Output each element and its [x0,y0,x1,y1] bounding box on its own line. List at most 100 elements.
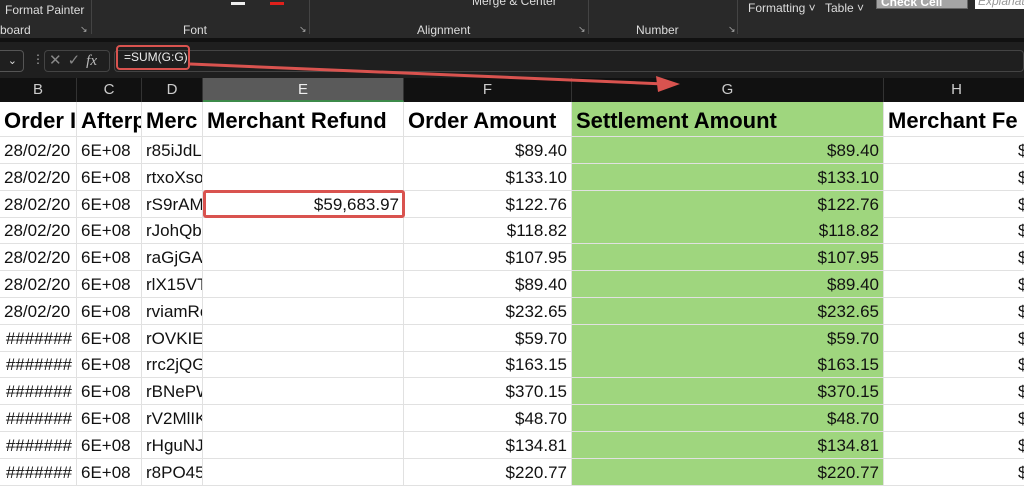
cell-b[interactable]: 28/02/20 [0,244,77,272]
header-cell[interactable]: Merchant Fe [884,102,1024,137]
column-header-f[interactable]: F [404,78,572,102]
cell-g[interactable]: $48.70 [572,405,884,432]
cell-c[interactable]: 6E+08 [77,324,142,352]
dialog-launcher-icon[interactable]: ↘ [299,24,307,34]
cell-h[interactable]: $1 [884,459,1024,486]
cell-c[interactable]: 6E+08 [77,378,142,406]
cell-f[interactable]: $89.40 [404,137,572,164]
cell-d[interactable]: rBNePW [142,378,203,406]
cell-f[interactable]: $48.70 [404,405,572,432]
cell-g[interactable]: $220.77 [572,458,884,486]
cell-f[interactable]: $133.10 [404,163,572,191]
column-header-c[interactable]: C [77,78,142,102]
cell-g[interactable]: $89.40 [572,137,884,164]
cell-e[interactable] [203,271,404,298]
cell-h[interactable]: $ [884,164,1024,191]
cell-c[interactable]: 6E+08 [77,163,142,191]
style-check-cell[interactable]: Check Cell [876,0,968,9]
cell-e[interactable] [203,351,404,379]
name-box-dropdown[interactable]: ⌄ [0,50,24,72]
cell-h[interactable]: $ [884,137,1024,164]
cell-d[interactable]: rlX15VT [142,271,203,298]
cell-e[interactable] [203,378,404,406]
cell-e[interactable] [203,324,404,352]
cell-b[interactable]: 28/02/20 [0,163,77,191]
cell-b[interactable]: ####### [0,378,77,406]
cancel-icon[interactable]: ✕ [49,52,68,69]
cell-g[interactable]: $107.95 [572,244,884,272]
cell-c[interactable]: 6E+08 [77,137,142,164]
conditional-formatting-button[interactable]: Formatting ˅ [748,1,816,15]
column-header-g[interactable]: G [572,78,884,102]
cell-c[interactable]: 6E+08 [77,271,142,298]
cell-h[interactable]: $1 [884,351,1024,379]
format-as-table-button[interactable]: Table ˅ [825,1,865,15]
cell-c[interactable]: 6E+08 [77,297,142,325]
cell-d[interactable]: rV2MlIK [142,405,203,432]
cell-e[interactable] [203,137,404,164]
cell-d[interactable]: rHguNJ: [142,431,203,459]
cell-g[interactable]: $122.76 [572,190,884,218]
cell-d[interactable]: rJohQbl [142,217,203,245]
cell-b[interactable]: 28/02/20 [0,217,77,245]
cell-g[interactable]: $59.70 [572,324,884,352]
cell-e[interactable] [203,163,404,191]
cell-f[interactable]: $122.76 [404,190,572,218]
cell-g[interactable]: $133.10 [572,163,884,191]
dialog-launcher-icon[interactable]: ↘ [578,24,586,34]
cell-g[interactable]: $134.81 [572,431,884,459]
cell-d[interactable]: rviamRc [142,297,203,325]
cell-d[interactable]: rrc2jQG [142,351,203,379]
cell-e[interactable] [203,217,404,245]
cell-f[interactable]: $134.81 [404,431,572,459]
cell-h[interactable]: $ [884,217,1024,245]
cell-h[interactable]: $ [884,432,1024,459]
cell-c[interactable]: 6E+08 [77,458,142,486]
cell-f[interactable]: $89.40 [404,271,572,298]
style-explanatory[interactable]: Explanat [975,0,1024,9]
cell-f[interactable]: $220.77 [404,458,572,486]
cell-b[interactable]: ####### [0,405,77,432]
header-cell[interactable]: Order I [0,102,77,137]
formula-text[interactable]: =SUM(G:G) [116,45,190,70]
cell-d[interactable]: r85iJdLr [142,137,203,164]
header-cell[interactable]: Settlement Amount [572,102,884,137]
fill-color-icon[interactable] [231,2,245,5]
cell-d[interactable]: rS9rAM [142,190,203,218]
cell-h[interactable]: $2 [884,378,1024,406]
dialog-launcher-icon[interactable]: ↘ [728,24,736,34]
cell-h[interactable]: $ [884,405,1024,432]
format-painter-button[interactable]: Format Painter [5,3,85,17]
cell-d[interactable]: rtxoXso [142,163,203,191]
column-header-b[interactable]: B [0,78,77,102]
cell-e[interactable] [203,297,404,325]
dialog-launcher-icon[interactable]: ↘ [80,24,88,34]
cell-f[interactable]: $163.15 [404,351,572,379]
cell-g[interactable]: $232.65 [572,297,884,325]
cell-c[interactable]: 6E+08 [77,190,142,218]
cell-e[interactable] [203,458,404,486]
cell-h[interactable]: $ [884,244,1024,272]
cell-f[interactable]: $232.65 [404,297,572,325]
font-color-icon[interactable] [270,2,284,5]
cell-g[interactable]: $370.15 [572,378,884,406]
cell-c[interactable]: 6E+08 [77,244,142,272]
cell-h[interactable]: $ [884,271,1024,298]
cell-g[interactable]: $89.40 [572,271,884,298]
cell-d[interactable]: r8PO45 [142,458,203,486]
cell-h[interactable]: $ [884,325,1024,352]
merge-center-button[interactable]: Merge & Center [472,0,557,8]
header-cell[interactable]: Merchant Refund [203,102,404,137]
cell-f[interactable]: $107.95 [404,244,572,272]
cell-f[interactable]: $118.82 [404,217,572,245]
cell-f[interactable]: $370.15 [404,378,572,406]
cell-e[interactable]: $59,683.97 [203,190,404,218]
cell-b[interactable]: ####### [0,324,77,352]
cell-e[interactable] [203,244,404,272]
column-header-e[interactable]: E [203,78,404,102]
cell-b[interactable]: ####### [0,458,77,486]
cell-b[interactable]: 28/02/20 [0,297,77,325]
enter-icon[interactable]: ✓ [67,52,87,69]
cell-g[interactable]: $163.15 [572,351,884,379]
cell-c[interactable]: 6E+08 [77,217,142,245]
